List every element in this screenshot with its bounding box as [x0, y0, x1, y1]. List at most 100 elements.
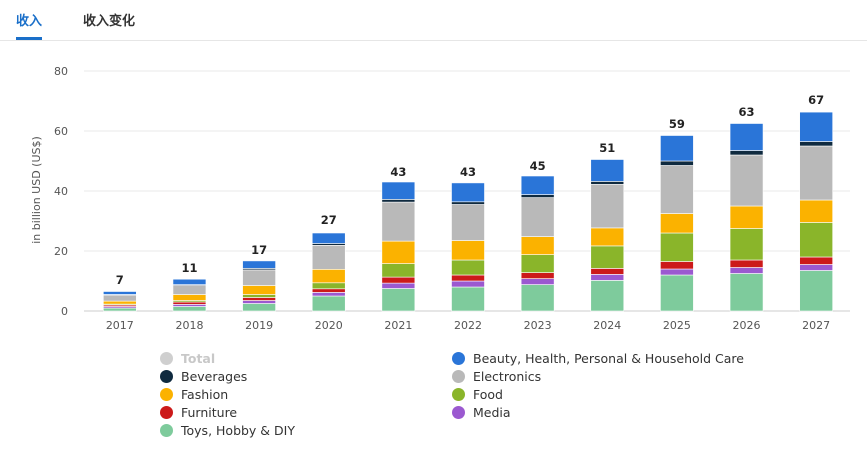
bar-segment[interactable]: [311, 232, 346, 244]
bar-segment[interactable]: [520, 272, 555, 279]
bar-segment[interactable]: [381, 201, 416, 242]
bar-segment[interactable]: [103, 294, 137, 302]
bar-segment[interactable]: [172, 304, 207, 307]
bar-segment[interactable]: [311, 282, 346, 290]
bar-segment[interactable]: [799, 270, 833, 312]
bar-segment[interactable]: [660, 213, 694, 234]
bar-segment[interactable]: [451, 274, 485, 282]
bar-segment[interactable]: [381, 240, 416, 264]
bar-segment[interactable]: [451, 280, 485, 288]
legend-item[interactable]: Furniture: [160, 403, 237, 421]
bar-segment[interactable]: [451, 259, 485, 276]
bar-segment[interactable]: [451, 201, 485, 205]
bar-segment[interactable]: [381, 288, 416, 312]
legend-item[interactable]: Beauty, Health, Personal & Household Car…: [452, 349, 744, 367]
bar-segment[interactable]: [172, 285, 207, 295]
bar-segment[interactable]: [590, 227, 625, 247]
legend-item[interactable]: Media: [452, 403, 511, 421]
legend-item[interactable]: Toys, Hobby & DIY: [160, 421, 295, 439]
bar-segment[interactable]: [590, 245, 625, 269]
bar-segment[interactable]: [729, 228, 764, 261]
bar-segment[interactable]: [799, 222, 833, 258]
bar-segment[interactable]: [311, 288, 346, 293]
legend-label: Media: [473, 404, 511, 420]
bar-segment[interactable]: [311, 245, 346, 270]
bar-segment[interactable]: [103, 291, 137, 295]
bar-segment[interactable]: [311, 292, 346, 297]
legend-marker-icon: [160, 351, 173, 365]
bar-segment[interactable]: [799, 199, 833, 223]
legend-item[interactable]: Fashion: [160, 385, 228, 403]
bar-segment[interactable]: [172, 278, 207, 285]
bar-segment[interactable]: [590, 268, 625, 275]
chart-legend: Total Beauty, Health, Personal & Househol…: [0, 349, 867, 449]
legend-item[interactable]: Electronics: [452, 367, 541, 385]
bar-segment[interactable]: [520, 278, 555, 285]
bar-segment[interactable]: [451, 240, 485, 261]
bar-segment[interactable]: [590, 274, 625, 281]
bar-segment[interactable]: [451, 182, 485, 203]
bar-segment[interactable]: [520, 236, 555, 255]
legend-label: Fashion: [181, 386, 229, 402]
bar-segment[interactable]: [729, 267, 764, 274]
bar-segment[interactable]: [799, 256, 833, 265]
bar-segment[interactable]: [381, 263, 416, 278]
x-tick-label: 2018: [175, 319, 203, 332]
bar-segment[interactable]: [381, 181, 416, 200]
bar-segment[interactable]: [451, 286, 485, 312]
bar-segment[interactable]: [729, 259, 764, 268]
bar-segment[interactable]: [172, 294, 207, 301]
bar-segment[interactable]: [729, 154, 764, 207]
bar-segment[interactable]: [242, 260, 276, 269]
bar-segment[interactable]: [799, 111, 833, 142]
bar-segment[interactable]: [103, 307, 137, 312]
bar-segment[interactable]: [660, 160, 694, 166]
bar-segment[interactable]: [590, 184, 625, 229]
bar-segment[interactable]: [451, 204, 485, 241]
legend-marker-icon: [452, 387, 465, 401]
bar-segment[interactable]: [311, 295, 346, 312]
bar-segment[interactable]: [590, 159, 625, 182]
bar-segment[interactable]: [590, 181, 625, 185]
x-tick-label: 2017: [106, 319, 134, 332]
bar-segment[interactable]: [242, 294, 276, 298]
tab-revenue[interactable]: 收入: [16, 14, 43, 29]
bar-segment[interactable]: [729, 273, 764, 312]
bar-segment[interactable]: [660, 268, 694, 276]
bar-segment[interactable]: [381, 199, 416, 203]
bar-segment[interactable]: [729, 150, 764, 156]
bar-segment[interactable]: [799, 264, 833, 271]
bar-segment[interactable]: [381, 282, 416, 289]
bar-segment[interactable]: [520, 175, 555, 195]
bar-segment[interactable]: [660, 165, 694, 214]
bar-segment[interactable]: [242, 300, 276, 304]
bar-segment[interactable]: [242, 297, 276, 301]
tab-revenue-change[interactable]: 收入变化: [83, 14, 136, 29]
bar-segment[interactable]: [660, 274, 694, 312]
bar-segment[interactable]: [660, 232, 694, 262]
bar-segment[interactable]: [590, 280, 625, 312]
bar-segment[interactable]: [381, 276, 416, 284]
bar-segment[interactable]: [660, 261, 694, 270]
bar-segment[interactable]: [172, 301, 207, 305]
bar-segment[interactable]: [242, 303, 276, 312]
bar-segment[interactable]: [799, 141, 833, 147]
legend-item[interactable]: Beverages: [160, 367, 247, 385]
bar-segment[interactable]: [311, 269, 346, 284]
legend-item[interactable]: Total: [160, 349, 215, 367]
bar-segment[interactable]: [520, 254, 555, 273]
x-tick-label: 2023: [524, 319, 552, 332]
bar-segment[interactable]: [172, 306, 207, 312]
bar-segment[interactable]: [660, 135, 694, 162]
bar-segment[interactable]: [729, 123, 764, 151]
bar-segment[interactable]: [520, 284, 555, 312]
bar-segment[interactable]: [103, 300, 137, 305]
bar-segment[interactable]: [520, 194, 555, 198]
legend-item[interactable]: Food: [452, 385, 503, 403]
bar-segment[interactable]: [242, 285, 276, 295]
bar-segment[interactable]: [799, 145, 833, 201]
bar-segment[interactable]: [729, 205, 764, 229]
bar-segment[interactable]: [520, 197, 555, 237]
legend-label: Beverages: [181, 368, 248, 384]
bar-segment[interactable]: [242, 269, 276, 286]
